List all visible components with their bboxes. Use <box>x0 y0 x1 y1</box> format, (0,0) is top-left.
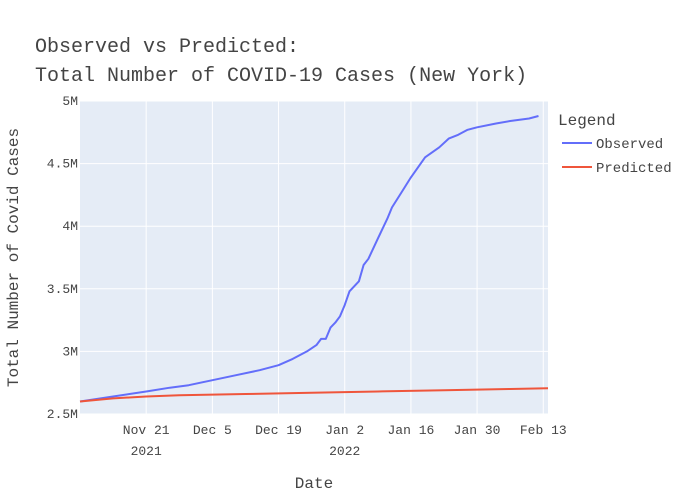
y-tick-label: 3M <box>62 344 78 359</box>
x-tick-year-label: 2022 <box>329 444 360 459</box>
legend-item-observed[interactable]: Observed <box>562 137 663 153</box>
y-tick-label: 2.5M <box>47 407 78 422</box>
y-axis-title: Total Number of Covid Cases <box>5 128 23 387</box>
series-line-observed <box>79 115 539 403</box>
legend[interactable]: Legend Observed Predicted <box>558 112 672 177</box>
legend-title: Legend <box>558 112 616 130</box>
x-tick-label: Dec 19 <box>255 423 302 438</box>
title-line-1: Observed vs Predicted: <box>35 36 299 59</box>
legend-label: Observed <box>596 137 663 153</box>
series-line-predicted <box>79 387 549 403</box>
x-tick-label: Jan 30 <box>454 423 501 438</box>
gridlines <box>80 100 548 415</box>
series-lines <box>79 115 549 403</box>
x-axis-title: Date <box>295 475 333 493</box>
x-tick-label: Dec 5 <box>193 423 232 438</box>
y-tick-label: 5M <box>62 94 78 109</box>
x-tick-label: Feb 13 <box>520 423 567 438</box>
chart-title: Observed vs Predicted: Total Number of CO… <box>35 36 527 88</box>
x-tick-label: Nov 21 <box>123 423 170 438</box>
title-line-2: Total Number of COVID-19 Cases (New York… <box>35 65 527 88</box>
x-axis-ticks: Nov 21 2021 Dec 5 Dec 19 Jan 2 2022 Jan 16 Jan … <box>123 423 567 459</box>
plot-area <box>80 101 548 414</box>
y-tick-label: 4M <box>62 219 78 234</box>
legend-item-predicted[interactable]: Predicted <box>562 161 672 177</box>
x-tick-label: Jan 16 <box>388 423 435 438</box>
y-axis-ticks: 2.5M 3M 3.5M 4M 4.5M 5M <box>47 94 78 422</box>
y-tick-label: 4.5M <box>47 157 78 172</box>
y-tick-label: 3.5M <box>47 282 78 297</box>
x-tick-year-label: 2021 <box>131 444 162 459</box>
legend-label: Predicted <box>596 161 672 177</box>
x-tick-label: Jan 2 <box>325 423 364 438</box>
